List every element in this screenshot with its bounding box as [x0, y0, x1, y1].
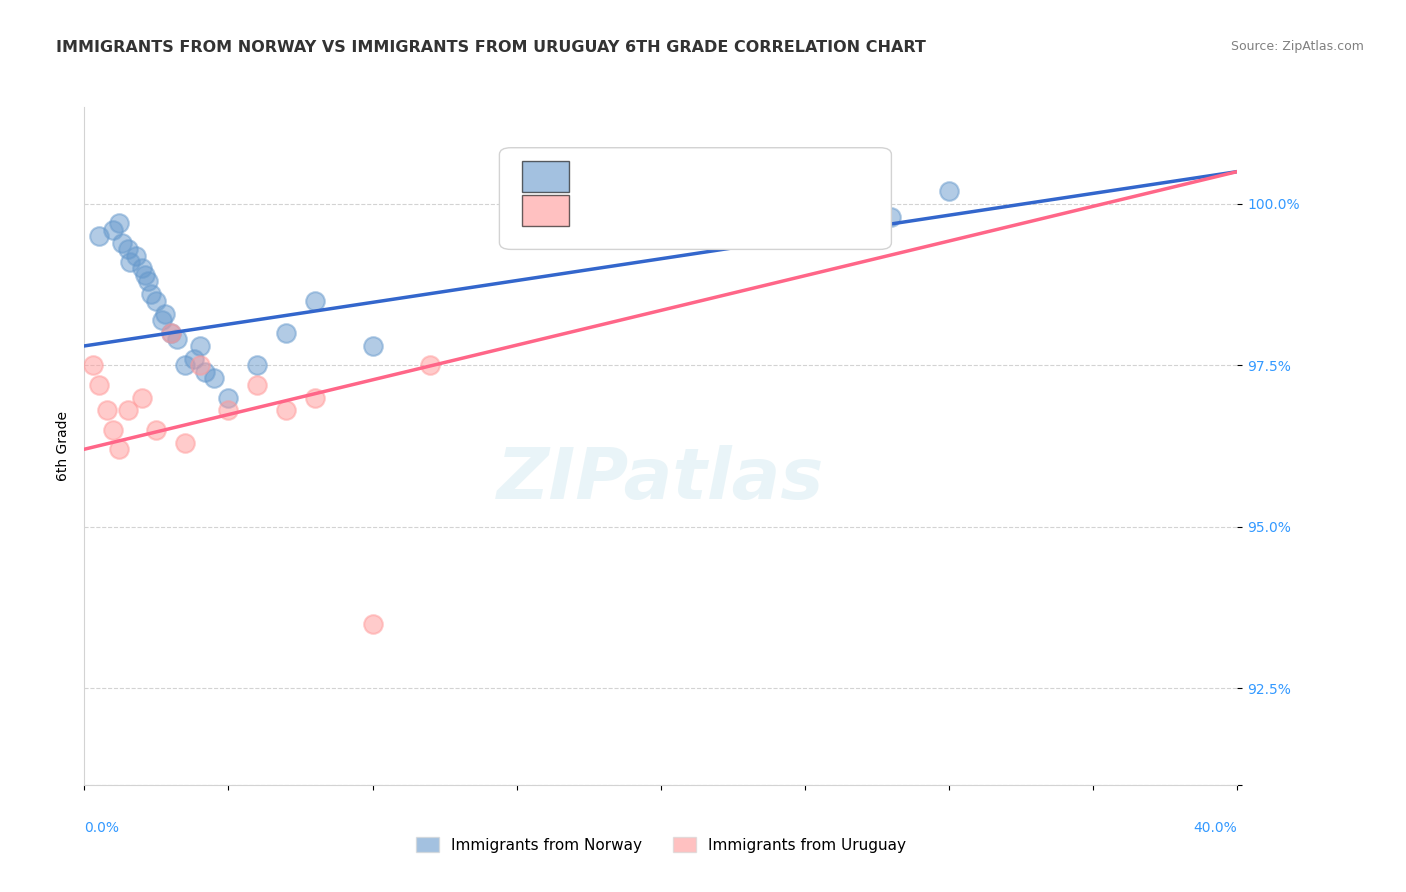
Point [276, 403, 298, 417]
Point [246, 377, 269, 392]
Point [103, 423, 124, 437]
Point [145, 423, 167, 437]
FancyBboxPatch shape [499, 148, 891, 250]
Point [183, 351, 205, 366]
Text: R = 0.401   N = 29: R = 0.401 N = 29 [581, 167, 751, 186]
Point [108, 216, 131, 230]
Point [134, 268, 156, 282]
Point [218, 391, 240, 405]
Text: IMMIGRANTS FROM NORWAY VS IMMIGRANTS FROM URUGUAY 6TH GRADE CORRELATION CHART: IMMIGRANTS FROM NORWAY VS IMMIGRANTS FRO… [56, 40, 927, 55]
Point [131, 261, 153, 276]
Point [938, 184, 960, 198]
FancyBboxPatch shape [523, 195, 568, 226]
Point [125, 248, 148, 262]
Point [117, 242, 139, 256]
Point [166, 333, 188, 347]
Point [650, 197, 672, 211]
Point [153, 307, 176, 321]
Text: 0.0%: 0.0% [84, 821, 120, 835]
Text: ZIPatlas: ZIPatlas [498, 445, 824, 515]
Point [218, 403, 240, 417]
Point [160, 326, 183, 340]
FancyBboxPatch shape [523, 161, 568, 192]
Point [87, 229, 110, 244]
Point [506, 184, 529, 198]
Point [120, 255, 142, 269]
Point [304, 391, 326, 405]
Point [188, 359, 211, 373]
Y-axis label: 6th Grade: 6th Grade [56, 411, 70, 481]
Point [108, 442, 131, 457]
Point [117, 403, 139, 417]
Text: R = 0.473   N = 18: R = 0.473 N = 18 [581, 201, 751, 219]
Point [419, 359, 441, 373]
Point [87, 377, 110, 392]
Legend: Immigrants from Norway, Immigrants from Uruguay: Immigrants from Norway, Immigrants from … [409, 830, 912, 859]
Point [174, 359, 197, 373]
Point [145, 293, 167, 308]
Point [202, 371, 225, 385]
Point [361, 616, 384, 631]
Point [880, 210, 903, 224]
Point [150, 313, 173, 327]
Point [174, 435, 197, 450]
Point [246, 359, 269, 373]
Point [276, 326, 298, 340]
Point [96, 403, 118, 417]
Point [304, 293, 326, 308]
Point [160, 326, 183, 340]
Point [131, 391, 153, 405]
Point [136, 274, 159, 288]
Point [111, 235, 134, 250]
Point [82, 359, 104, 373]
Point [103, 223, 124, 237]
Point [139, 287, 162, 301]
Point [188, 339, 211, 353]
Point [194, 365, 217, 379]
Text: 40.0%: 40.0% [1194, 821, 1237, 835]
Text: Source: ZipAtlas.com: Source: ZipAtlas.com [1230, 40, 1364, 54]
Point [361, 339, 384, 353]
